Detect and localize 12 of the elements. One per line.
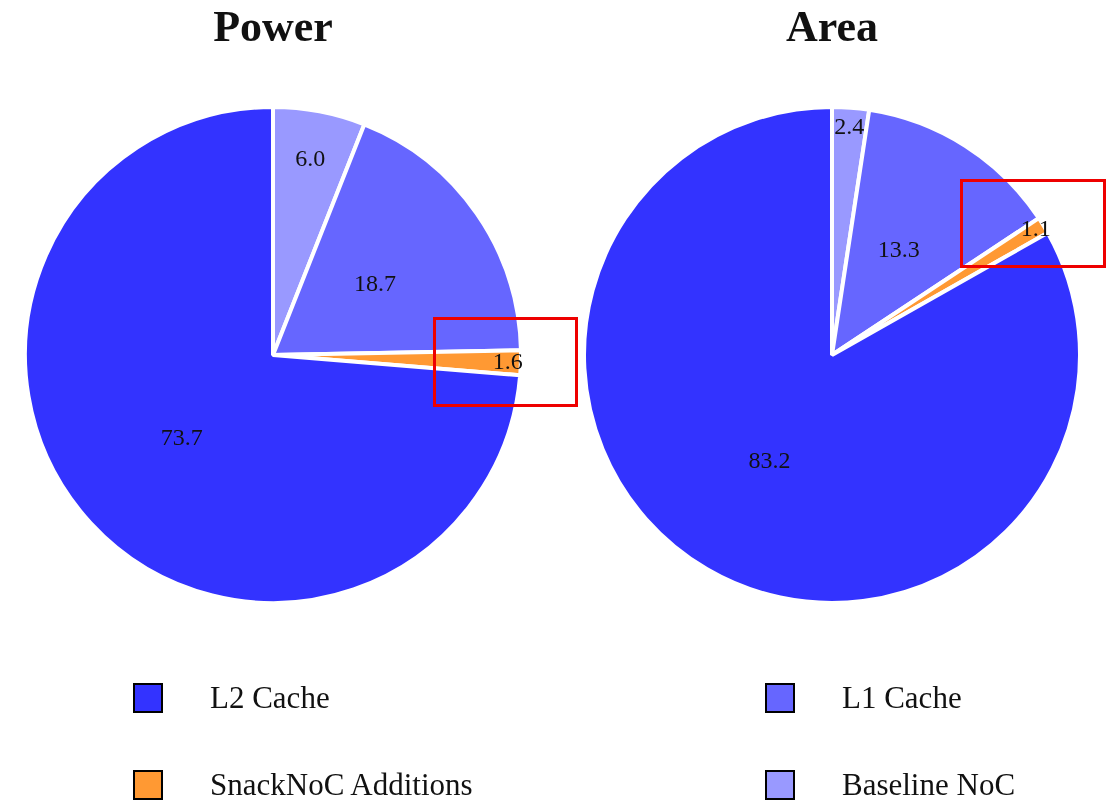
legend-label: L2 Cache xyxy=(210,680,330,716)
data-label: 73.7 xyxy=(160,424,203,451)
data-label: 83.2 xyxy=(748,447,791,474)
data-label: 6.0 xyxy=(295,145,326,172)
slice-label: Power xyxy=(213,2,333,52)
legend-label: L1 Cache xyxy=(842,680,962,716)
data-label: 2.4 xyxy=(834,112,865,139)
legend-label: Baseline NoC xyxy=(842,767,1016,803)
data-label: 18.7 xyxy=(353,269,396,296)
data-label: 13.3 xyxy=(877,235,920,262)
legend-label: SnackNoC Additions xyxy=(210,767,473,803)
slice-label: Area xyxy=(785,2,879,52)
